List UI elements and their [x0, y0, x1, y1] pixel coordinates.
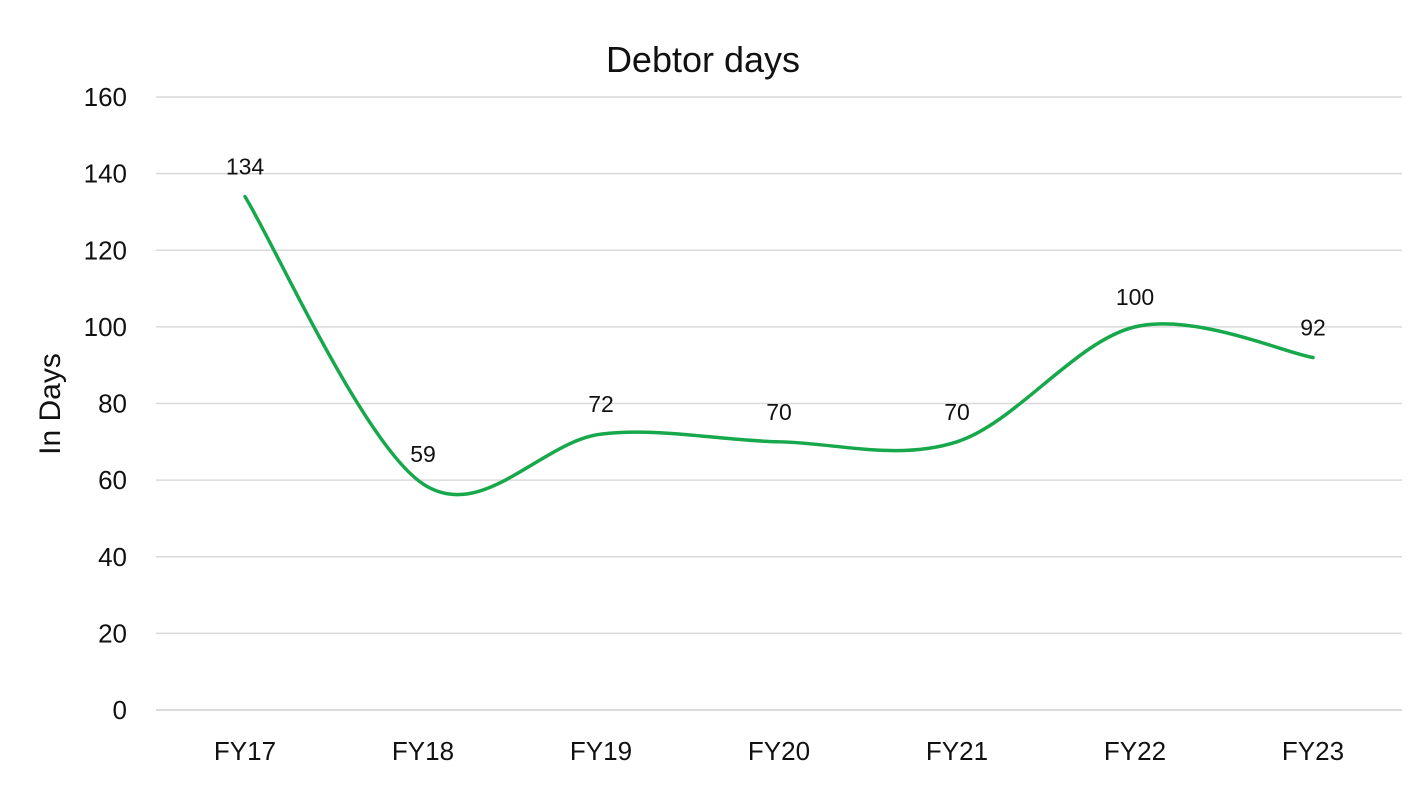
data-label: 70	[766, 399, 792, 425]
y-tick-label: 40	[98, 542, 127, 572]
y-tick-label: 0	[113, 695, 127, 725]
data-label: 134	[226, 154, 265, 180]
series-line	[245, 197, 1313, 495]
data-labels: 134 59 72 70 70 100 92	[226, 154, 1326, 467]
y-tick-label: 160	[84, 82, 127, 112]
x-axis-ticks: FY17 FY18 FY19 FY20 FY21 FY22 FY23	[214, 736, 1344, 766]
data-label: 100	[1116, 284, 1154, 310]
x-tick-label: FY19	[570, 736, 632, 766]
y-axis-ticks: 0 20 40 60 80 100 120 140 160	[84, 82, 127, 725]
x-tick-label: FY21	[926, 736, 988, 766]
x-tick-label: FY18	[392, 736, 454, 766]
y-axis-title: In Days	[34, 353, 67, 455]
y-tick-label: 120	[84, 235, 127, 265]
series-layer	[245, 197, 1313, 495]
y-tick-label: 100	[84, 312, 127, 342]
y-tick-label: 60	[98, 465, 127, 495]
y-tick-label: 80	[98, 389, 127, 419]
y-tick-label: 20	[98, 618, 127, 648]
y-tick-label: 140	[84, 159, 127, 189]
x-tick-label: FY23	[1282, 736, 1344, 766]
x-tick-label: FY17	[214, 736, 276, 766]
data-label: 72	[588, 391, 614, 417]
data-label: 92	[1300, 315, 1326, 341]
x-tick-label: FY20	[748, 736, 810, 766]
data-label: 70	[944, 399, 970, 425]
chart-title: Debtor days	[606, 39, 800, 80]
x-tick-label: FY22	[1104, 736, 1166, 766]
data-label: 59	[410, 441, 436, 467]
